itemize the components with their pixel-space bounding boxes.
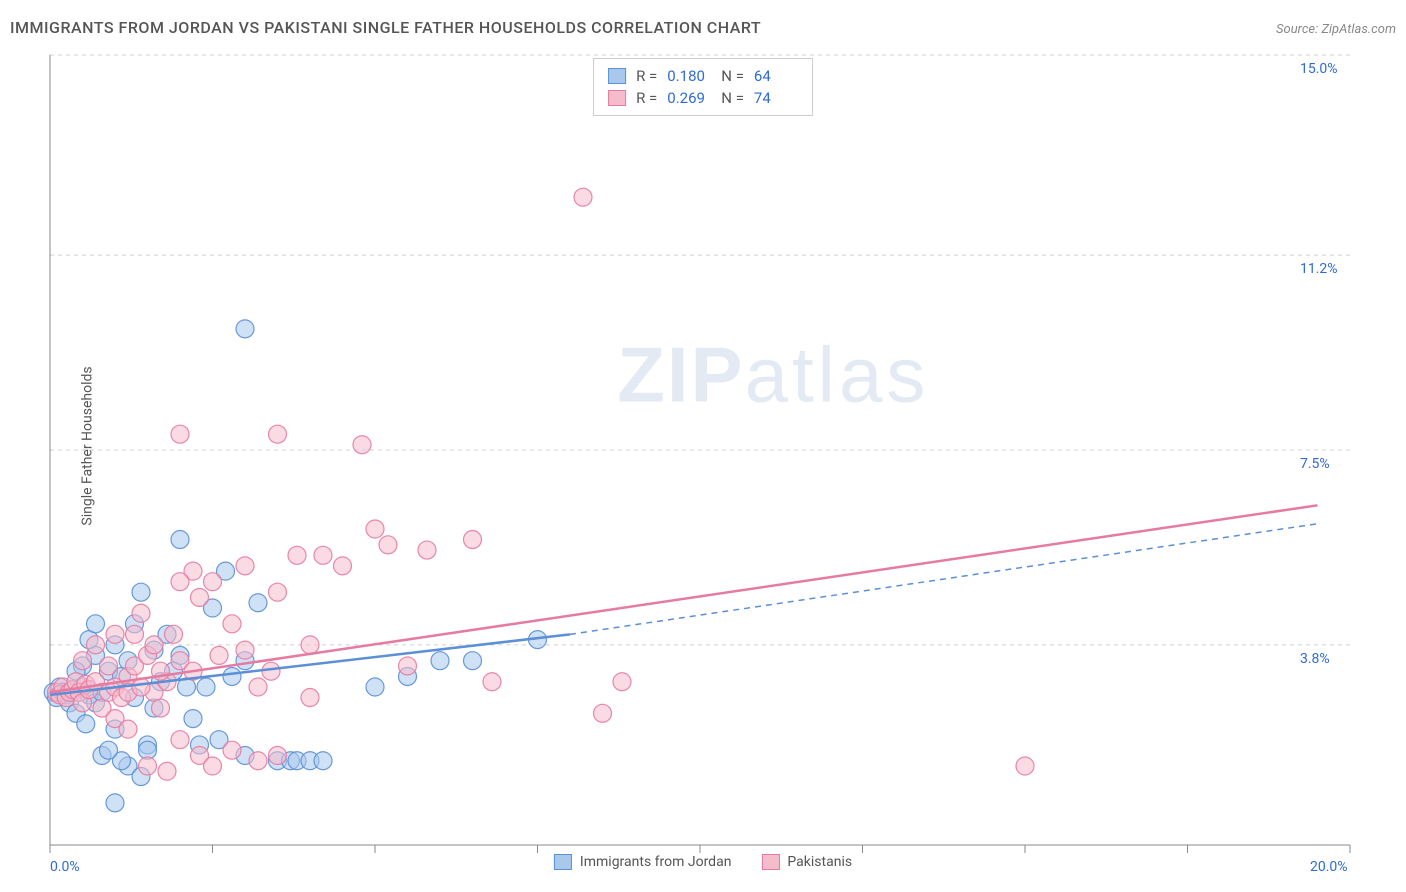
y-tick-label: 7.5% (1300, 456, 1330, 472)
series-legend: Immigrants from Jordan Pakistanis (554, 854, 852, 870)
legend-label: Pakistanis (787, 854, 852, 870)
scatter-chart (0, 0, 1406, 892)
y-tick-label: 3.8% (1300, 651, 1330, 667)
x-tick-label: 0.0% (50, 859, 80, 875)
series-swatch (761, 854, 779, 870)
stat-n-value: 74 (754, 89, 798, 107)
stat-row: R = 0.180 N = 64 (608, 65, 798, 87)
stat-n-label: N = (721, 89, 744, 107)
stat-r-value: 0.180 (667, 67, 711, 85)
legend-item: Pakistanis (761, 854, 852, 870)
stat-r-label: R = (636, 89, 657, 107)
stat-n-label: N = (721, 67, 744, 85)
series-swatch (608, 90, 626, 106)
legend-label: Immigrants from Jordan (580, 854, 732, 870)
series-swatch (554, 854, 572, 870)
x-tick-label: 20.0% (1310, 859, 1348, 875)
stat-r-label: R = (636, 67, 657, 85)
stat-row: R = 0.269 N = 74 (608, 87, 798, 109)
stat-n-value: 64 (754, 67, 798, 85)
legend-item: Immigrants from Jordan (554, 854, 732, 870)
y-tick-label: 11.2% (1300, 261, 1338, 277)
y-tick-label: 15.0% (1300, 61, 1338, 77)
stats-legend-box: R = 0.180 N = 64 R = 0.269 N = 74 (593, 58, 813, 116)
stat-r-value: 0.269 (667, 89, 711, 107)
series-swatch (608, 68, 626, 84)
